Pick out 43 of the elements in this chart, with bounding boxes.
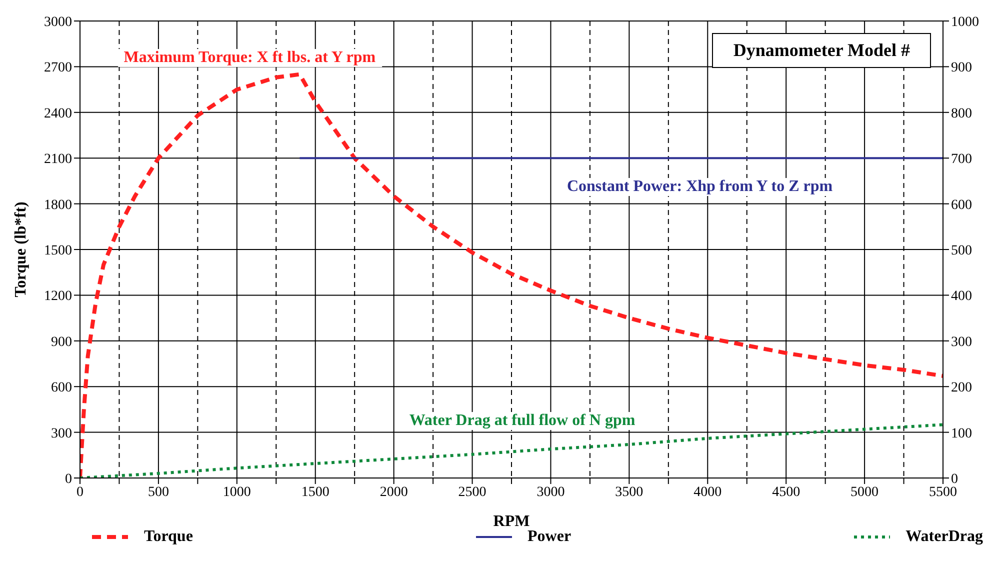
x-tick-label: 4000 bbox=[694, 484, 722, 500]
x-tick-label: 3000 bbox=[536, 484, 565, 500]
annotation: Constant Power: Xhp from Y to Z rpm bbox=[560, 178, 839, 196]
y-tick-label: 2400 bbox=[44, 106, 72, 122]
legend-label: Torque bbox=[144, 528, 193, 546]
y-tick-label: 2100 bbox=[44, 152, 72, 168]
x-tick-label: 0 bbox=[76, 484, 84, 500]
legend-label: Power bbox=[528, 528, 572, 546]
annotation: Water Drag at full flow of N gpm bbox=[403, 412, 642, 430]
y2-tick-label: 100 bbox=[951, 426, 972, 442]
annotation: Maximum Torque: X ft lbs. at Y rpm bbox=[118, 49, 382, 67]
y2-tick-label: 600 bbox=[951, 198, 972, 213]
x-tick-label: 1500 bbox=[301, 484, 330, 500]
y2-tick-label: 200 bbox=[951, 380, 972, 396]
x-tick-label: 500 bbox=[148, 484, 169, 500]
x-tick-label: 2500 bbox=[458, 484, 486, 500]
y2-tick-label: 400 bbox=[951, 289, 972, 304]
x-tick-label: 1000 bbox=[222, 484, 251, 500]
y-tick-label: 300 bbox=[51, 426, 72, 442]
y2-tick-label: 700 bbox=[951, 152, 972, 168]
y2-tick-label: 1000 bbox=[951, 14, 979, 30]
y-tick-label: 1800 bbox=[44, 198, 72, 213]
y-axis-title: Torque (lb*ft) bbox=[12, 202, 30, 298]
y-tick-label: 0 bbox=[65, 472, 72, 487]
x-tick-label: 5000 bbox=[850, 484, 879, 500]
y2-tick-label: 800 bbox=[951, 106, 972, 122]
y2-tick-label: 900 bbox=[951, 60, 972, 76]
y-tick-label: 900 bbox=[51, 334, 72, 350]
x-tick-label: 4500 bbox=[772, 484, 800, 500]
legend-label: WaterDrag bbox=[906, 528, 983, 546]
y-tick-label: 2700 bbox=[44, 60, 72, 76]
x-axis-title: RPM bbox=[493, 513, 530, 530]
y-tick-label: 1200 bbox=[44, 289, 72, 304]
x-tick-label: 5500 bbox=[929, 484, 957, 500]
text: Dynamometer Model # bbox=[712, 33, 931, 68]
x-tick-label: 2000 bbox=[380, 484, 408, 500]
x-tick-label: 3500 bbox=[615, 484, 644, 500]
y-tick-label: 3000 bbox=[44, 14, 72, 30]
y-tick-label: 1500 bbox=[44, 243, 72, 258]
y2-tick-label: 0 bbox=[951, 472, 958, 487]
y-tick-label: 600 bbox=[51, 380, 72, 396]
y2-tick-label: 300 bbox=[951, 334, 972, 350]
y2-tick-label: 500 bbox=[951, 243, 972, 258]
